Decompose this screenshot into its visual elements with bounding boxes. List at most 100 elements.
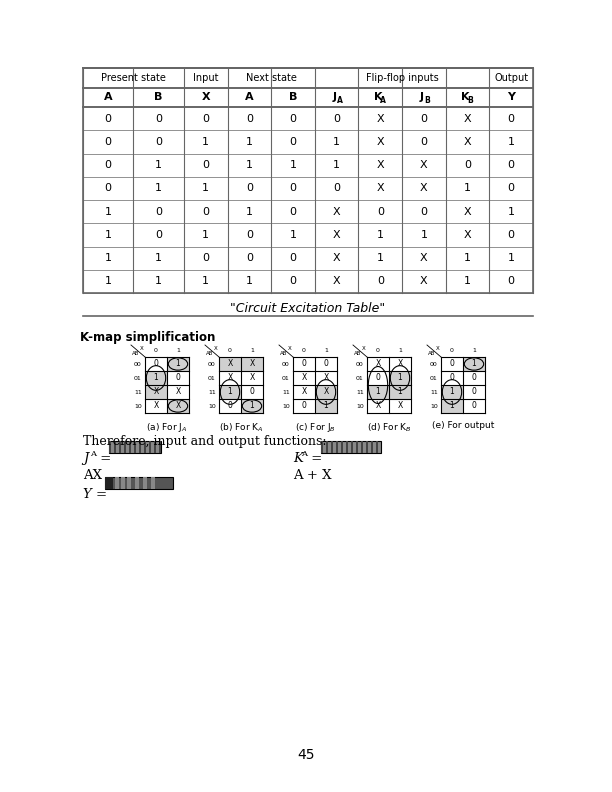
Text: 1: 1 <box>464 276 471 287</box>
Bar <box>144 441 146 453</box>
Text: (d) For K$_{B}$: (d) For K$_{B}$ <box>367 421 411 433</box>
Bar <box>159 441 161 453</box>
Text: 0: 0 <box>202 113 209 124</box>
Text: 0: 0 <box>450 374 455 383</box>
Text: 1: 1 <box>324 402 329 410</box>
Text: X: X <box>228 360 233 368</box>
Text: 0: 0 <box>155 207 162 217</box>
Text: 0: 0 <box>202 207 209 217</box>
Bar <box>371 441 373 453</box>
Text: K: K <box>293 452 303 465</box>
Bar <box>241 399 263 413</box>
Text: X: X <box>301 387 307 397</box>
Text: 1: 1 <box>228 387 233 397</box>
Text: 1: 1 <box>176 348 180 353</box>
Text: 1: 1 <box>202 276 209 287</box>
Text: 0: 0 <box>376 348 380 353</box>
Bar <box>154 441 156 453</box>
Text: 11: 11 <box>208 390 216 394</box>
Bar <box>315 399 337 413</box>
Text: X: X <box>464 113 471 124</box>
Text: X: X <box>420 276 428 287</box>
Text: (b) For K$_{A}$: (b) For K$_{A}$ <box>218 421 263 433</box>
Text: K: K <box>374 93 382 102</box>
Text: X: X <box>333 230 340 240</box>
Text: 1: 1 <box>376 387 381 397</box>
Text: Y: Y <box>507 93 515 102</box>
Text: 1: 1 <box>398 348 402 353</box>
Text: 10: 10 <box>356 403 364 409</box>
Text: 1: 1 <box>289 230 296 240</box>
Bar <box>134 441 136 453</box>
Bar <box>139 441 141 453</box>
Text: A: A <box>90 450 96 458</box>
Text: 0: 0 <box>105 113 112 124</box>
Text: 0: 0 <box>472 374 476 383</box>
Text: 0: 0 <box>333 113 340 124</box>
Bar <box>129 441 131 453</box>
Text: =: = <box>307 452 323 465</box>
Text: 0: 0 <box>508 184 515 193</box>
Text: 0: 0 <box>289 207 296 217</box>
Text: 1: 1 <box>155 184 162 193</box>
Bar <box>315 385 337 399</box>
Bar <box>115 477 119 489</box>
Text: 10: 10 <box>134 403 142 409</box>
Text: Input: Input <box>193 73 218 83</box>
Text: 1: 1 <box>377 253 384 263</box>
Text: 1: 1 <box>105 207 112 217</box>
Text: X: X <box>464 207 471 217</box>
Text: AX: AX <box>83 469 102 482</box>
Text: X: X <box>464 230 471 240</box>
Bar <box>389 385 411 399</box>
Text: 1: 1 <box>202 230 209 240</box>
Bar <box>124 441 126 453</box>
Bar <box>167 357 189 371</box>
Text: 0: 0 <box>324 360 329 368</box>
Text: 10: 10 <box>208 403 216 409</box>
Text: 0: 0 <box>228 348 232 353</box>
Text: AB: AB <box>428 351 435 356</box>
Text: 0: 0 <box>105 137 112 147</box>
Text: X: X <box>375 402 381 410</box>
Text: 00: 00 <box>430 361 438 367</box>
Text: 0: 0 <box>508 160 515 170</box>
Text: X: X <box>201 93 210 102</box>
Text: X: X <box>323 387 329 397</box>
Bar <box>219 385 241 399</box>
Text: 1: 1 <box>246 160 253 170</box>
Text: X: X <box>420 184 428 193</box>
Bar <box>326 441 328 453</box>
Text: 0: 0 <box>202 253 209 263</box>
Text: 11: 11 <box>356 390 364 394</box>
Bar <box>167 399 189 413</box>
Bar <box>321 441 323 453</box>
Text: 0: 0 <box>450 360 455 368</box>
Text: B: B <box>154 93 163 102</box>
Text: 0: 0 <box>420 113 427 124</box>
Text: 0: 0 <box>289 184 296 193</box>
Text: 1: 1 <box>155 253 162 263</box>
Text: X: X <box>376 137 384 147</box>
Text: 01: 01 <box>208 375 216 380</box>
Text: 45: 45 <box>297 748 315 762</box>
Text: 0: 0 <box>302 402 307 410</box>
Text: 00: 00 <box>282 361 290 367</box>
Text: 00: 00 <box>208 361 216 367</box>
Text: 0: 0 <box>105 160 112 170</box>
Text: X: X <box>249 360 255 368</box>
Text: X: X <box>288 346 292 351</box>
Text: A: A <box>301 450 307 458</box>
Bar <box>135 477 139 489</box>
Text: 0: 0 <box>289 276 296 287</box>
Text: J: J <box>332 93 337 102</box>
Bar <box>119 441 121 453</box>
Bar <box>341 441 343 453</box>
Text: (a) For J$_{A}$: (a) For J$_{A}$ <box>146 421 188 434</box>
Text: (e) For output: (e) For output <box>432 421 494 430</box>
Text: 0: 0 <box>105 184 112 193</box>
Text: 0: 0 <box>228 402 233 410</box>
Text: 01: 01 <box>282 375 290 380</box>
Text: Flip-flop inputs: Flip-flop inputs <box>366 73 438 83</box>
Text: Present state: Present state <box>101 73 166 83</box>
